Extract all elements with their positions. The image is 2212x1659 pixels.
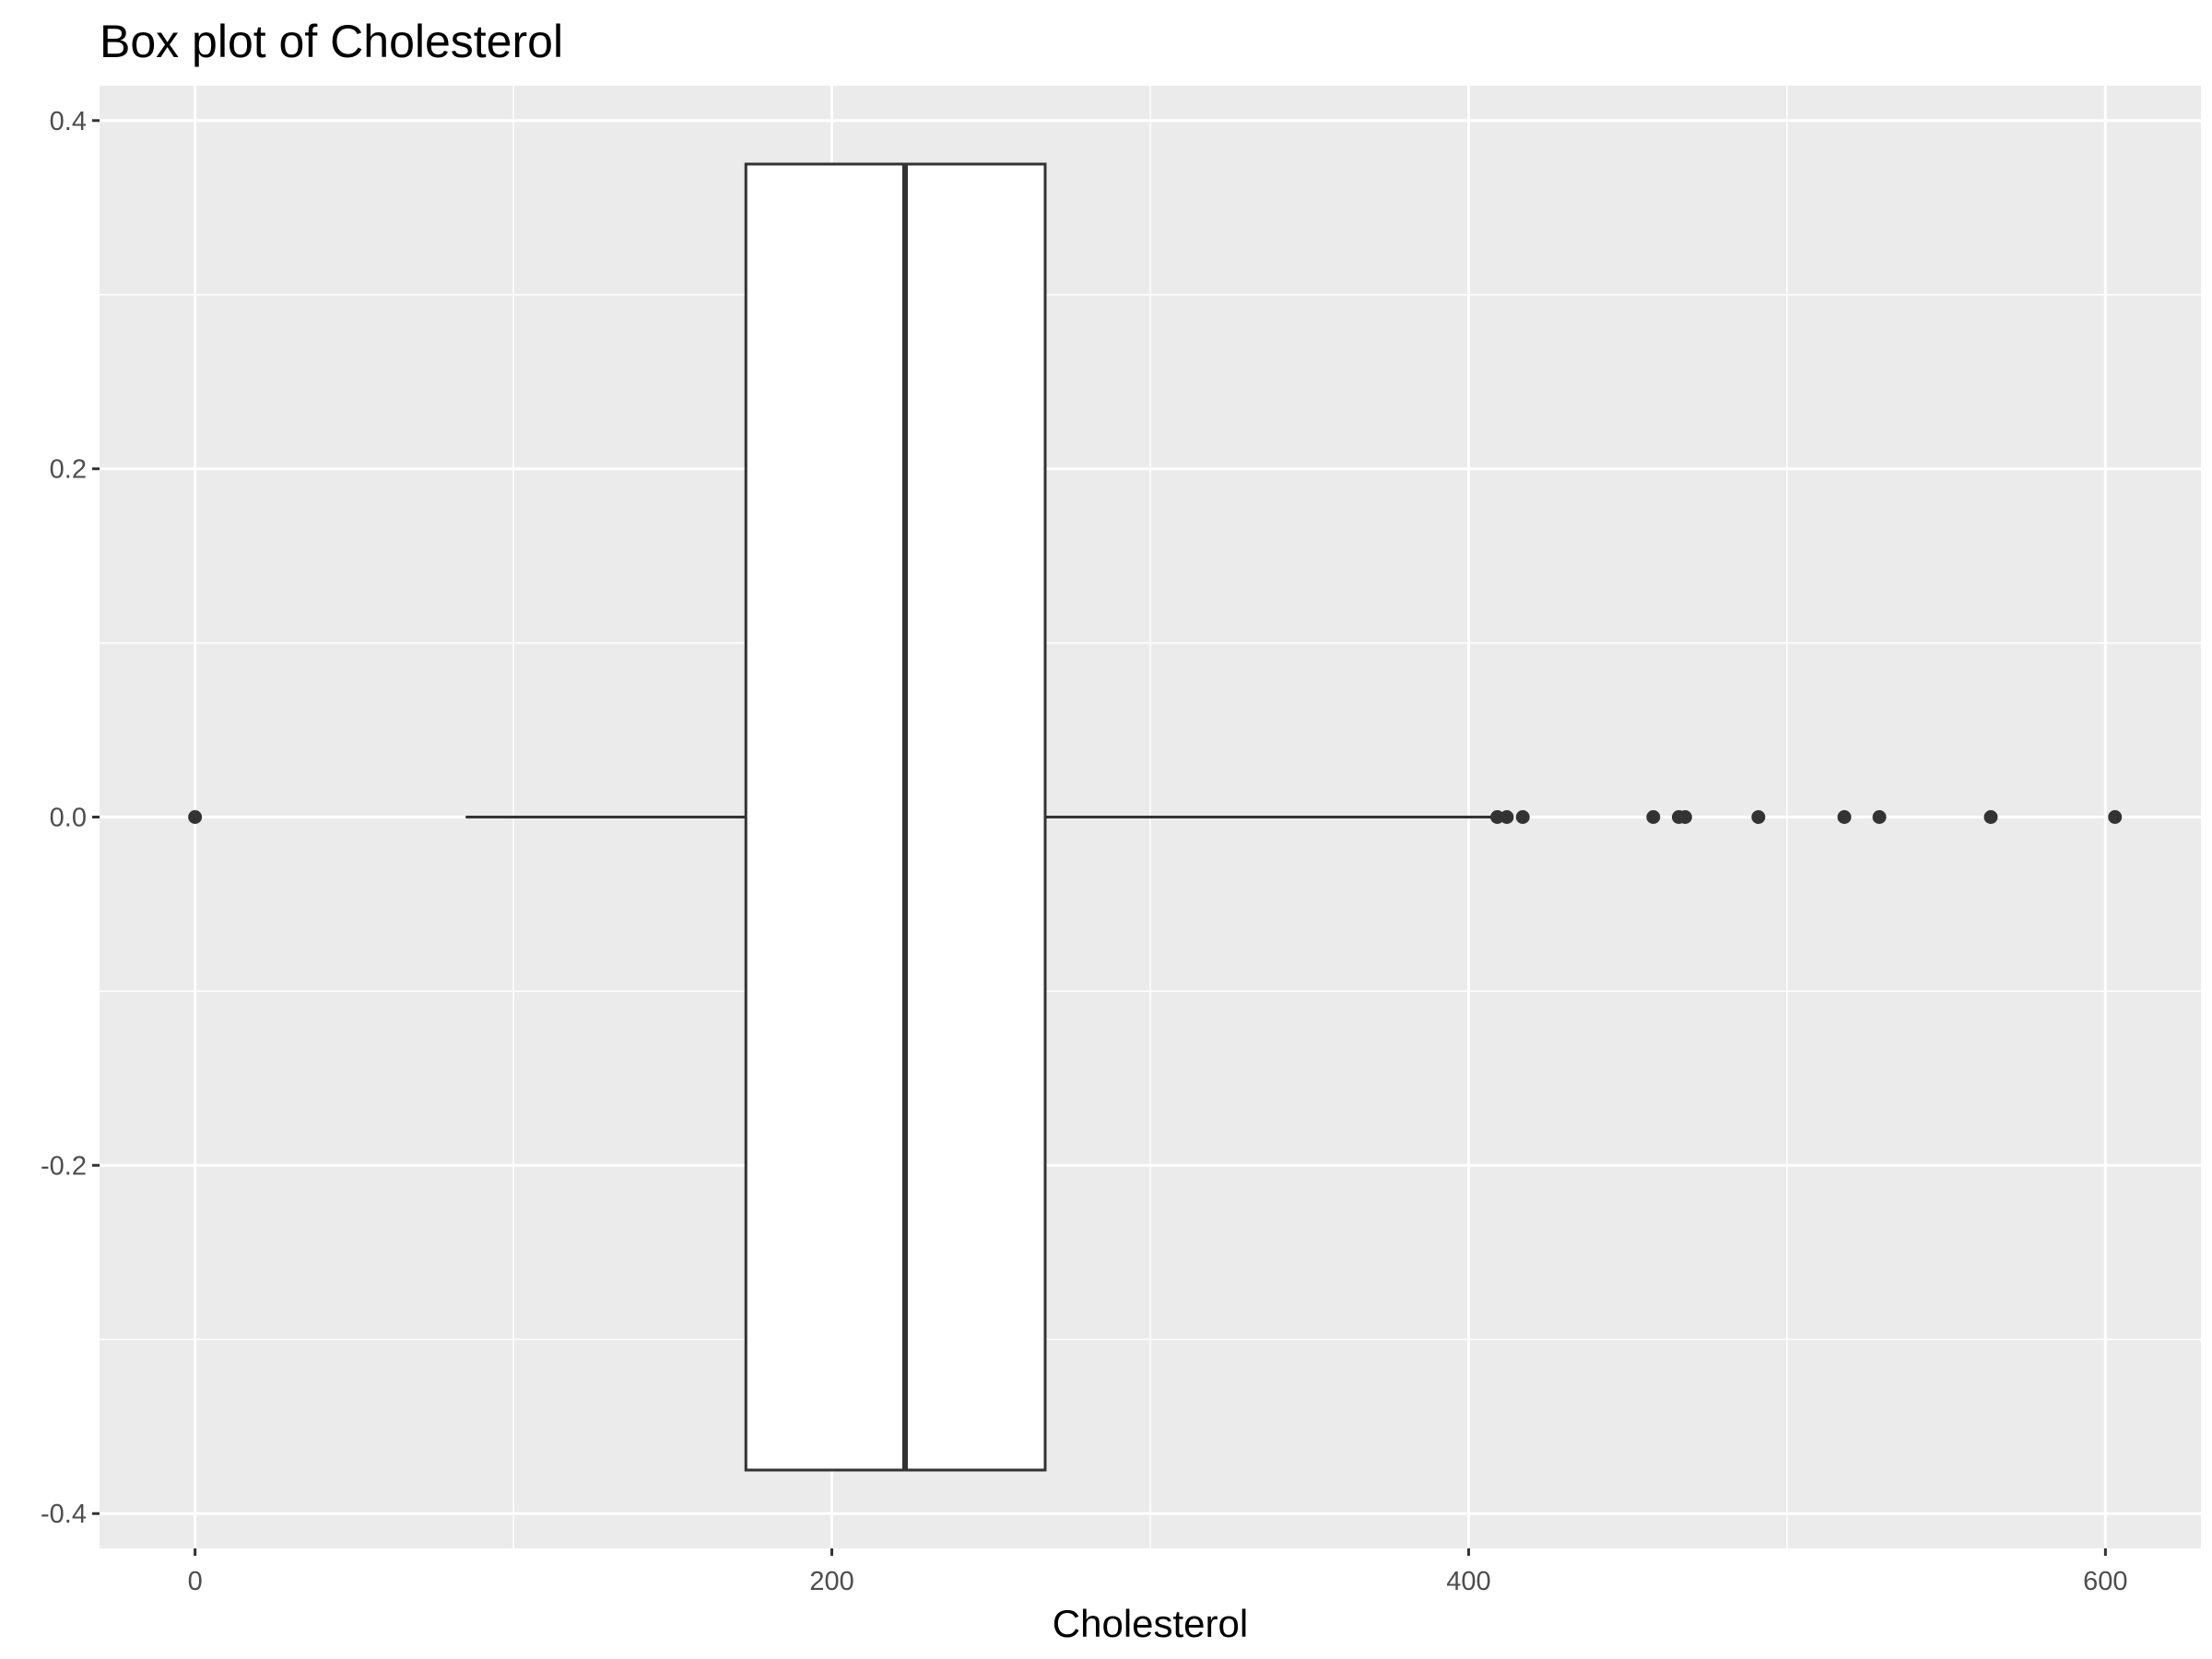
y-tick-label: -0.4 [41,1500,87,1529]
y-tick-label: 0.4 [50,107,87,136]
x-axis-title: Cholesterol [1053,1602,1248,1645]
outlier-points [188,810,2123,824]
outlier-point [2108,810,2123,824]
outlier-point [1490,810,1505,824]
y-tick-label: 0.0 [50,804,87,833]
outlier-point [1646,810,1661,824]
outlier-point [1751,810,1766,824]
y-tick-label: 0.2 [50,455,87,485]
outlier-point [188,810,203,824]
y-tick-label: -0.2 [41,1151,87,1181]
x-tick-label: 200 [809,1567,853,1596]
x-tick-label: 400 [1446,1567,1490,1596]
outlier-point [1872,810,1887,824]
chart-title: Box plot of Cholesterol [100,16,563,67]
box-marks [465,162,1498,1472]
outlier-point [1837,810,1852,824]
outlier-point [1677,810,1692,824]
x-tick-label: 600 [2083,1567,2127,1596]
x-tick-label: 0 [188,1567,203,1596]
x-axis: 0 200 400 600 [188,1548,2128,1596]
y-axis: -0.4 -0.2 0.0 0.2 0.4 [41,107,100,1529]
outlier-point [1515,810,1530,824]
outlier-point [1500,810,1514,824]
outlier-point [1983,810,1998,824]
iqr-box [744,162,1047,1472]
